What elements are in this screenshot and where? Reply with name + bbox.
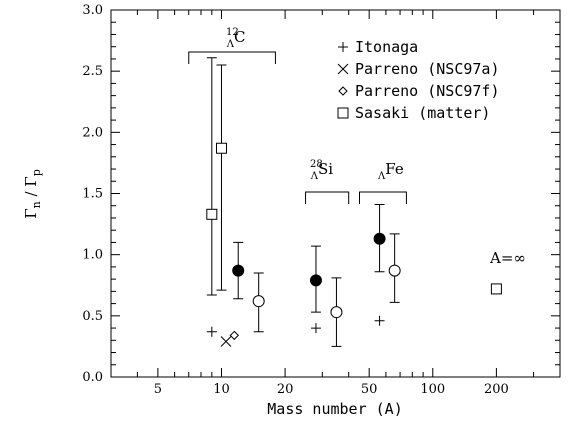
x-tick-label: 20	[277, 382, 294, 397]
annotation-lambda-fe: ΛFe	[377, 160, 404, 182]
legend-marker-plus	[338, 42, 348, 52]
diamond-data-point	[229, 330, 240, 341]
square-data-point	[215, 142, 227, 154]
annotation-a-infinity: A=∞	[489, 249, 526, 267]
open-circle-data-point	[330, 306, 343, 319]
y-tick-label: 3.0	[82, 3, 103, 18]
x-tick-label: 50	[361, 382, 378, 397]
legend-marker-diamond	[338, 86, 348, 96]
legend: Itonaga Parreno (NSC97a) Parreno (NSC97f) S…	[337, 38, 500, 122]
x-axis-label: Mass number (A)	[267, 400, 402, 418]
legend-label: Sasaki (matter)	[355, 104, 490, 122]
square-data-point	[206, 208, 218, 220]
filled-circle-data-point	[232, 264, 245, 277]
y-tick-label: 2.0	[82, 125, 103, 140]
plus-data-point	[374, 315, 385, 326]
y-tick-label: 0.0	[82, 370, 103, 385]
x-tick-label: 200	[484, 382, 509, 397]
legend-label: Parreno (NSC97f)	[355, 82, 500, 100]
legend-marker-square	[337, 107, 349, 119]
annotation-bracket	[188, 51, 276, 64]
plus-data-point	[310, 323, 321, 334]
legend-label: Itonaga	[355, 38, 418, 56]
tick-labels: 0.0 0.5 1.0 1.5 2.0 2.5 3.0 5 10 20 50 100 200	[82, 3, 508, 397]
y-tick-label: 2.5	[82, 64, 103, 79]
y-tick-label: 0.5	[82, 309, 103, 324]
y-axis-label: Γn / Γp	[22, 169, 43, 219]
annotation-bracket	[305, 191, 350, 204]
annotation-brackets	[188, 51, 407, 204]
legend-label: Parreno (NSC97a)	[355, 60, 500, 78]
error-bar	[216, 64, 227, 291]
legend-marker-cross	[337, 63, 349, 75]
open-circle-data-point	[252, 295, 265, 308]
y-tick-label: 1.0	[82, 248, 103, 263]
annotation-12-lambda-c: 12 ΛC	[226, 27, 246, 50]
x-tick-label: 5	[154, 382, 162, 397]
filled-circle-data-point	[373, 232, 386, 245]
annotation-bracket	[359, 191, 407, 204]
filled-circle-data-point	[309, 274, 322, 287]
open-circle-data-point	[388, 264, 401, 277]
error-bar	[206, 57, 217, 296]
x-tick-label: 100	[420, 382, 445, 397]
cross-data-point	[220, 336, 232, 347]
square-data-point	[490, 283, 502, 295]
annotation-28-lambda-si: 28 ΛSi	[310, 159, 334, 182]
y-tick-label: 1.5	[82, 187, 103, 202]
data-marks	[206, 57, 502, 347]
x-tick-label: 10	[213, 382, 230, 397]
plus-data-point	[206, 326, 217, 337]
axis-ticks	[110, 9, 561, 378]
